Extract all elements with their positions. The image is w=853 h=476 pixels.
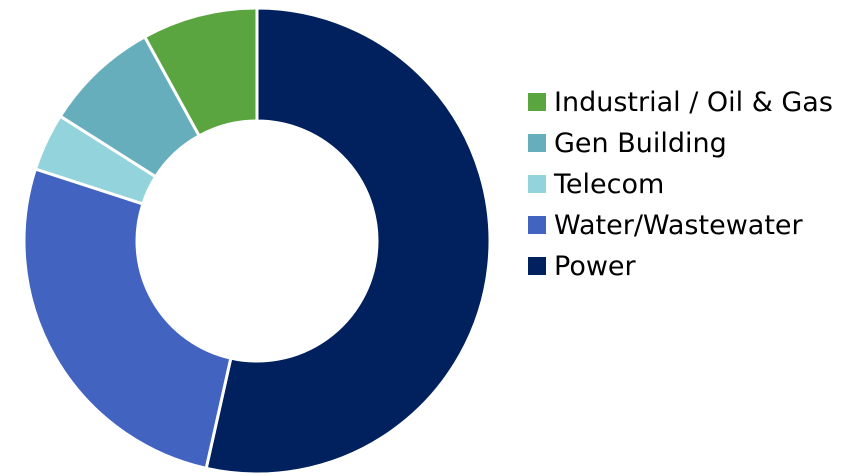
- legend-swatch: [528, 134, 546, 152]
- legend-label: Gen Building: [554, 128, 727, 159]
- donut-slice: [142, 6, 259, 138]
- donut-slice: [22, 167, 233, 471]
- legend-label: Telecom: [554, 169, 665, 200]
- legend-swatch: [528, 257, 546, 275]
- legend-item: Industrial / Oil & Gas: [528, 84, 850, 121]
- legend-item: Power: [528, 248, 850, 285]
- legend-item: Gen Building: [528, 125, 850, 162]
- legend-item: Telecom: [528, 166, 850, 203]
- donut-slice: [204, 6, 492, 476]
- legend-swatch: [528, 175, 546, 193]
- legend-label: Industrial / Oil & Gas: [554, 87, 833, 118]
- legend-swatch: [528, 93, 546, 111]
- legend-item: Water/Wastewater: [528, 207, 850, 244]
- legend: Industrial / Oil & Gas Gen Building Teleco…: [528, 84, 850, 289]
- chart: [22, 6, 492, 476]
- legend-label: Power: [554, 251, 636, 282]
- legend-label: Water/Wastewater: [554, 210, 803, 241]
- legend-swatch: [528, 216, 546, 234]
